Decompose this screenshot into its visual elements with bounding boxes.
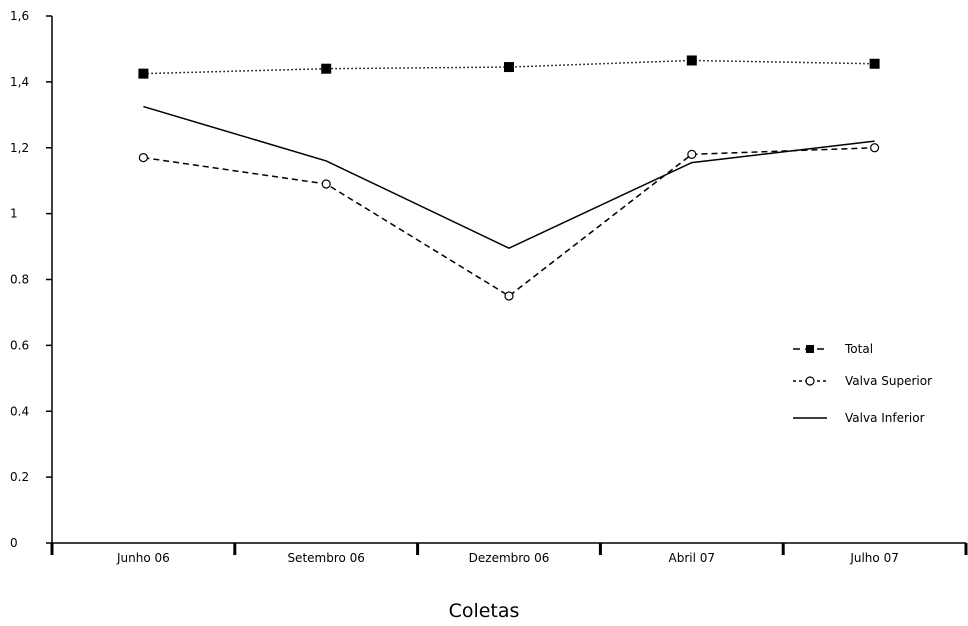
legend-marker-square [806, 345, 814, 353]
data-point-circle [321, 179, 331, 189]
legend-label: Valva Superior [845, 374, 932, 388]
y-tick-label: 0 [10, 536, 18, 550]
legend: Total Valva Superior Valva Inferior [793, 342, 932, 425]
data-point-circle [504, 291, 514, 301]
y-axis-ticks: 0 0.2 0.4 0.6 0.8 1 1,2 1,4 1,6 [10, 9, 52, 550]
x-tick-label: Setembro 06 [287, 551, 365, 565]
x-tick-label: Julho 07 [849, 551, 899, 565]
y-tick-label: 1,4 [10, 75, 29, 89]
data-point-circle [687, 149, 697, 159]
x-tick-label: Junho 06 [116, 551, 170, 565]
series-valva-superior [138, 143, 880, 301]
data-point-circle [138, 153, 148, 163]
legend-item: Total [793, 342, 873, 356]
y-tick-label: 0.8 [10, 273, 29, 287]
y-tick-label: 0.2 [10, 470, 29, 484]
series-line [143, 147, 875, 297]
data-point-square [869, 58, 880, 69]
y-tick-label: 1,6 [10, 9, 29, 23]
series-line [143, 105, 875, 250]
x-axis-title: Coletas [449, 600, 520, 622]
x-tick-label: Dezembro 06 [469, 551, 550, 565]
series-total [138, 55, 880, 79]
legend-item: Valva Inferior [793, 411, 925, 425]
data-point-square [321, 63, 332, 74]
data-point-square [138, 68, 149, 79]
y-tick-label: 0.6 [10, 338, 29, 352]
y-tick-label: 1 [10, 207, 18, 221]
series-layer [138, 55, 880, 301]
series-valva-inferior [143, 105, 875, 250]
data-point-square [504, 62, 514, 73]
legend-label: Total [844, 342, 873, 356]
x-tick-label: Abril 07 [669, 551, 716, 565]
y-tick-label: 1,2 [10, 141, 29, 155]
data-point-square [686, 55, 697, 66]
data-point-circle [869, 143, 880, 153]
x-axis-ticks: Junho 06 Setembro 06 Dezembro 06 Abril 07 Ju… [50, 543, 968, 565]
legend-item: Valva Superior [793, 374, 932, 388]
axes [51, 16, 966, 544]
legend-label: Valva Inferior [845, 411, 925, 425]
y-tick-label: 0.4 [10, 404, 29, 418]
legend-marker-circle [805, 376, 815, 386]
